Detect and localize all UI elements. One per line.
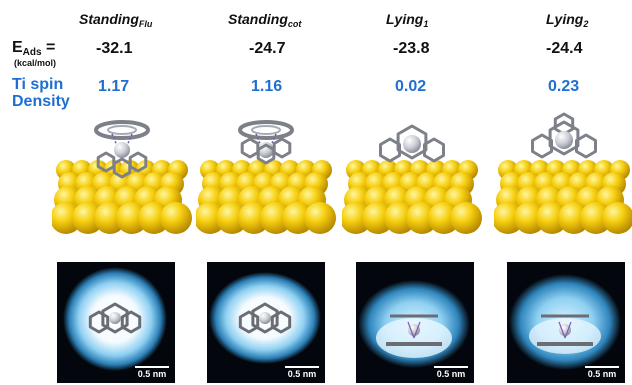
column-title-standing-flu: StandingFlu: [79, 11, 153, 29]
model-standing-flu: [50, 108, 192, 238]
gold-slab-standing-cot: [194, 120, 336, 234]
model-lying-1: [340, 108, 482, 238]
scalebar: 0.5 nm: [285, 366, 319, 379]
stm-image-lying-1: 0.5 nm: [356, 262, 474, 383]
gold-slab-lying-2: [492, 112, 632, 234]
spin-value-standing-cot: 1.16: [251, 78, 283, 95]
column-title-lying-2: Lying2: [546, 11, 589, 29]
scalebar: 0.5 nm: [434, 366, 468, 379]
spin-value-lying-2: 0.23: [548, 78, 580, 95]
stm-image-lying-2: 0.5 nm: [507, 262, 625, 383]
model-lying-2: [492, 108, 632, 238]
spin-value-standing-flu: 1.17: [98, 78, 130, 95]
column-title-lying-1: Lying1: [386, 11, 429, 29]
model-standing-cot: [194, 108, 336, 238]
gold-slab-lying-1: [340, 124, 482, 234]
stm-image-standing-flu: 0.5 nm: [57, 262, 175, 383]
energy-value-lying-1: -23.8: [393, 40, 430, 57]
energy-value-standing-flu: -32.1: [96, 40, 133, 57]
energy-value-lying-2: -24.4: [546, 40, 583, 57]
spin-value-lying-1: 0.02: [395, 78, 427, 95]
column-title-standing-cot: Standingcot: [228, 11, 302, 29]
stm-image-standing-cot: 0.5 nm: [207, 262, 325, 383]
energy-row-label: EAds =: [12, 39, 56, 58]
gold-slab-standing-flu: [50, 120, 192, 234]
spin-row-label-line1: Ti spin: [12, 76, 64, 93]
spin-row-label-line2: Density: [12, 93, 70, 110]
energy-unit-label: (kcal/mol): [14, 58, 57, 68]
energy-value-standing-cot: -24.7: [249, 40, 286, 57]
scalebar: 0.5 nm: [135, 366, 169, 379]
scalebar: 0.5 nm: [585, 366, 619, 379]
